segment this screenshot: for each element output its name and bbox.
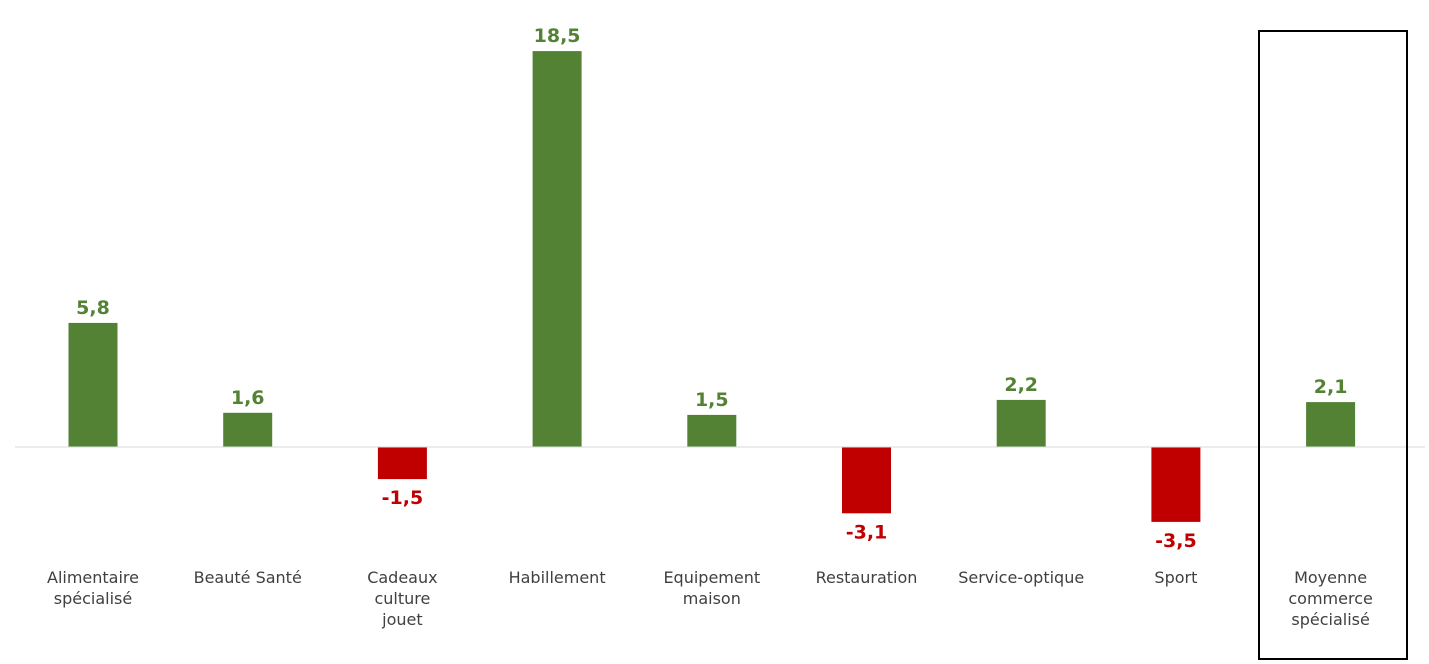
category-label-line: jouet [381,610,423,629]
bar-value-label: -3,1 [846,521,888,543]
bar-value-label: 2,1 [1314,376,1348,398]
category-label-line: Service-optique [958,568,1084,587]
bar-value-label: 1,5 [695,389,729,411]
category-label: Beauté Santé [194,568,302,587]
category-label-line: Equipement [663,568,760,587]
bar [223,412,273,447]
bar [1151,447,1201,522]
category-label: Habillement [509,568,606,587]
bar [996,399,1046,447]
category-labels-layer: Alimentaire spécialisé Beauté Santé Cadeaux… [47,568,1373,629]
category-label: Service-optique [958,568,1084,587]
category-label-line: commerce [1288,589,1372,608]
bar [1306,402,1356,447]
category-label-line: maison [683,589,741,608]
category-label: Cadeaux culture jouet [367,568,437,629]
category-label-line: Beauté Santé [194,568,302,587]
category-label-line: culture [374,589,430,608]
value-labels-layer: 5,8 1,6 -1,5 18,5 1,5 -3,1 2,2 -3,5 2,1 [76,25,1347,552]
bar-value-label: 5,8 [76,297,110,319]
category-label: Alimentaire spécialisé [47,568,139,608]
category-label: Sport [1154,568,1197,587]
category-label-line: spécialisé [1291,610,1369,629]
highlight-box [1258,30,1408,660]
bar [842,447,891,514]
bar [532,51,582,447]
category-label-line: Habillement [509,568,606,587]
bar-value-label: 18,5 [534,25,581,47]
category-label-line: Restauration [816,568,918,587]
bar [68,322,118,447]
category-label: Restauration [816,568,918,587]
category-label-line: Sport [1154,568,1197,587]
category-label-line: spécialisé [54,589,132,608]
category-label-line: Cadeaux [367,568,437,587]
bar [377,447,427,480]
category-label-line: Alimentaire [47,568,139,587]
category-label: Equipement maison [663,568,760,608]
bar-value-label: -3,5 [1155,530,1197,552]
bar-value-label: 2,2 [1004,374,1038,396]
bar-value-label: 1,6 [231,387,265,409]
bar [687,414,737,447]
category-label: Moyenne commerce spécialisé [1288,568,1372,629]
category-label-line: Moyenne [1294,568,1367,587]
bar-value-label: -1,5 [382,487,424,509]
bars-layer [68,51,1356,522]
